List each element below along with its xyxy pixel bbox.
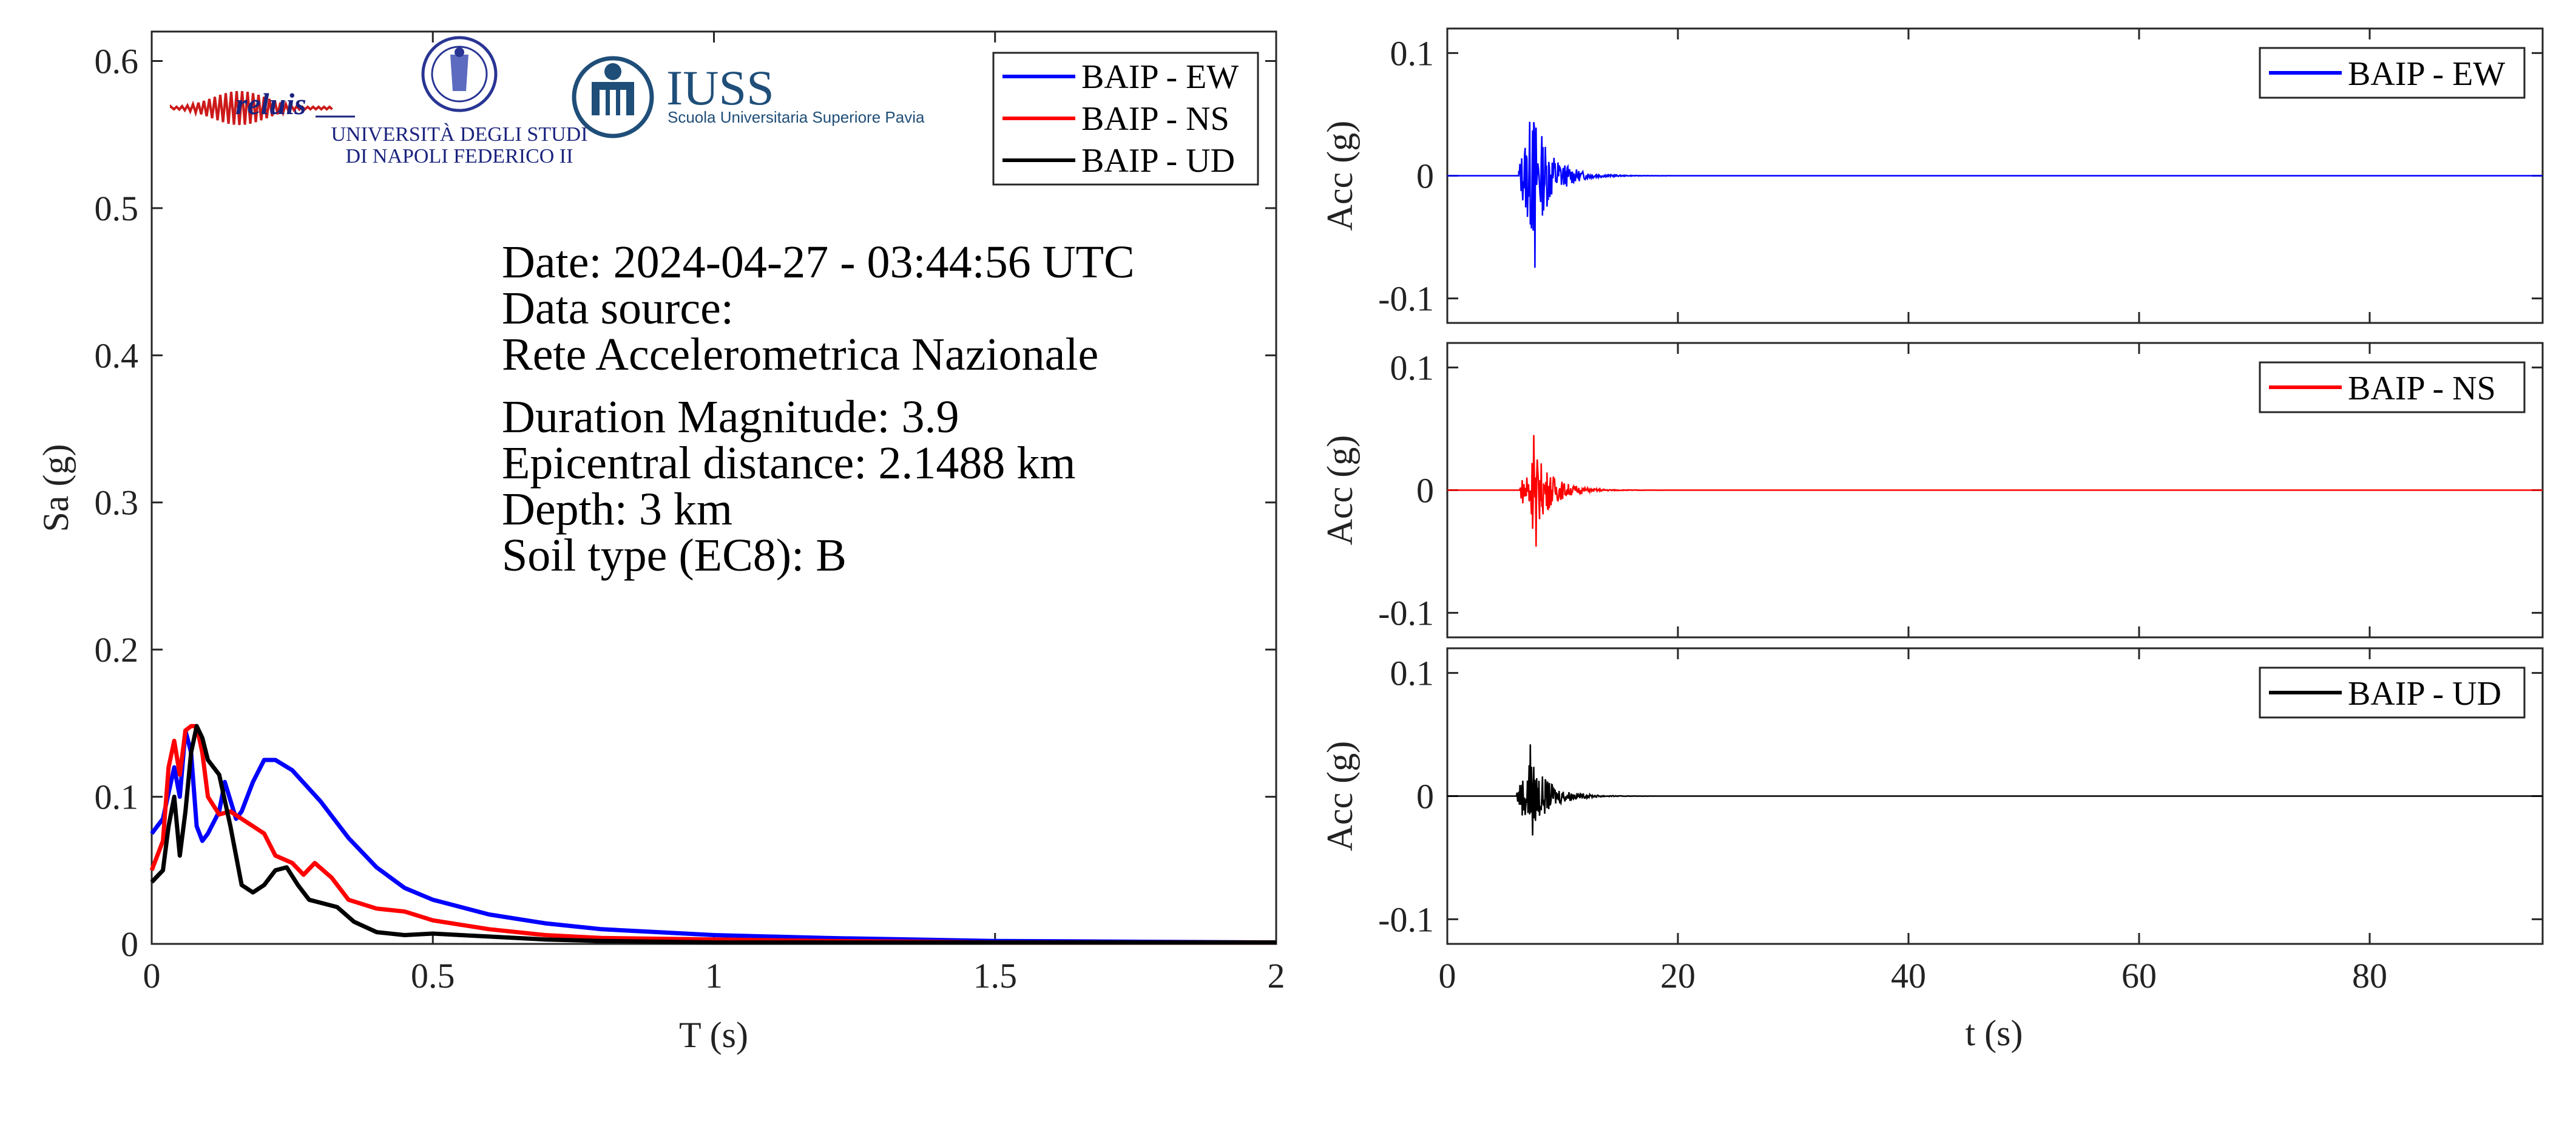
reluis-logo: reluis xyxy=(170,87,355,126)
acc-y-tick-label: 0.1 xyxy=(1390,348,1435,387)
spectrum-x-axis-label: T (s) xyxy=(679,1015,748,1055)
event-info: Date: 2024-04-27 - 03:44:56 UTC Data sou… xyxy=(502,237,1135,581)
acc-y-tick-label: 0 xyxy=(1416,471,1434,510)
accelerogram-trace-ew xyxy=(1447,121,2543,268)
acc-x-tick-label: 20 xyxy=(1660,956,1695,995)
spectrum-y-tick-label: 0.5 xyxy=(95,189,139,228)
soil-type: Soil type (EC8): B xyxy=(502,530,847,581)
acc-y-axis-label: Acc (g) xyxy=(1320,121,1360,231)
legend-label-ud: BAIP - UD xyxy=(1081,142,1235,180)
event-date: Date: 2024-04-27 - 03:44:56 UTC xyxy=(502,237,1135,288)
acc-y-axis-label: Acc (g) xyxy=(1320,435,1360,546)
spectrum-x-tick-label: 0.5 xyxy=(411,956,455,995)
reluis-logo-text: reluis xyxy=(235,87,306,121)
data-source: Rete Accelerometrica Nazionale xyxy=(502,329,1098,380)
acc-legend-label: BAIP - NS xyxy=(2348,370,2496,407)
acc-y-tick-label: 0.1 xyxy=(1390,654,1435,693)
data-source-label: Data source: xyxy=(502,283,734,334)
acc-y-axis-label: Acc (g) xyxy=(1320,741,1360,852)
spectrum-y-tick-label: 0.6 xyxy=(95,41,139,81)
accelerogram-ew: -0.1 0 0.1 Acc (g) BAIP - EW xyxy=(1320,27,2544,324)
acc-y-tick-label: 0 xyxy=(1416,777,1434,816)
spectrum-y-tick-label: 0.2 xyxy=(95,630,139,670)
response-spectrum-chart: 0 0.5 1 1.5 2 0 0.1 0.2 0.3 0.4 0.5 0.6 T (s) Sa (g… xyxy=(36,30,1285,1055)
legend-label-ns: BAIP - NS xyxy=(1081,100,1229,138)
spectrum-series xyxy=(149,724,1277,945)
acc-x-tick-label: 40 xyxy=(1891,956,1926,995)
spectrum-y-axis-label: Sa (g) xyxy=(36,444,76,532)
acc-legend-label: BAIP - UD xyxy=(2348,675,2501,713)
spectrum-y-tick-label: 0.1 xyxy=(95,778,139,817)
iuss-subtitle: Scuola Universitaria Superiore Pavia xyxy=(668,108,925,126)
spectrum-legend: BAIP - EW BAIP - NS BAIP - UD xyxy=(992,52,1259,186)
acc-y-tick-label: -0.1 xyxy=(1378,900,1434,939)
unina-logo: UNIVERSITÀ DEGLI STUDI DI NAPOLI FEDERIC… xyxy=(331,36,588,168)
unina-line1: UNIVERSITÀ DEGLI STUDI xyxy=(331,123,587,146)
acc-legend-label: BAIP - EW xyxy=(2348,55,2505,93)
legend-label-ew: BAIP - EW xyxy=(1081,58,1239,96)
spectrum-x-tick-label: 0 xyxy=(143,956,161,995)
accelerogram-ns: -0.1 0 0.1 Acc (g) BAIP - NS xyxy=(1320,342,2544,639)
duration-magnitude: Duration Magnitude: 3.9 xyxy=(502,392,959,443)
spectrum-y-tick-label: 0.3 xyxy=(95,483,139,523)
spectrum-ticks: 0 0.5 1 1.5 2 0 0.1 0.2 0.3 0.4 0.5 0.6 xyxy=(95,32,1285,995)
acc-x-tick-label: 80 xyxy=(2352,956,2387,995)
accelerogram-trace-ud xyxy=(1447,744,2543,836)
acc-y-tick-label: 0.1 xyxy=(1390,33,1435,73)
spectrum-series-ns xyxy=(149,724,1276,945)
acc-y-tick-label: -0.1 xyxy=(1378,594,1434,633)
acc-x-tick-label: 60 xyxy=(2121,956,2157,995)
spectrum-series-ew xyxy=(150,728,1277,945)
spectrum-y-tick-label: 0 xyxy=(121,924,138,964)
spectrum-x-tick-label: 2 xyxy=(1268,956,1285,995)
acc-x-tick-label: 0 xyxy=(1439,956,1456,995)
epicentral-distance: Epicentral distance: 2.1488 km xyxy=(502,438,1076,489)
depth: Depth: 3 km xyxy=(502,484,732,535)
iuss-logo-text: IUSS xyxy=(666,60,774,115)
time-x-axis-label: t (s) xyxy=(1966,1013,2023,1053)
spectrum-x-tick-label: 1.5 xyxy=(973,956,1018,995)
acc-y-tick-label: -0.1 xyxy=(1378,279,1434,319)
spectrum-x-tick-label: 1 xyxy=(705,956,723,995)
spectrum-y-tick-label: 0.4 xyxy=(95,336,139,375)
acc-y-tick-label: 0 xyxy=(1416,157,1434,196)
unina-line2: DI NAPOLI FEDERICO II xyxy=(346,145,573,168)
spectrum-series-ud xyxy=(150,724,1276,945)
accelerogram-trace-ns xyxy=(1447,435,2543,547)
iuss-logo: IUSS Scuola Universitaria Superiore Pavi… xyxy=(572,56,925,138)
